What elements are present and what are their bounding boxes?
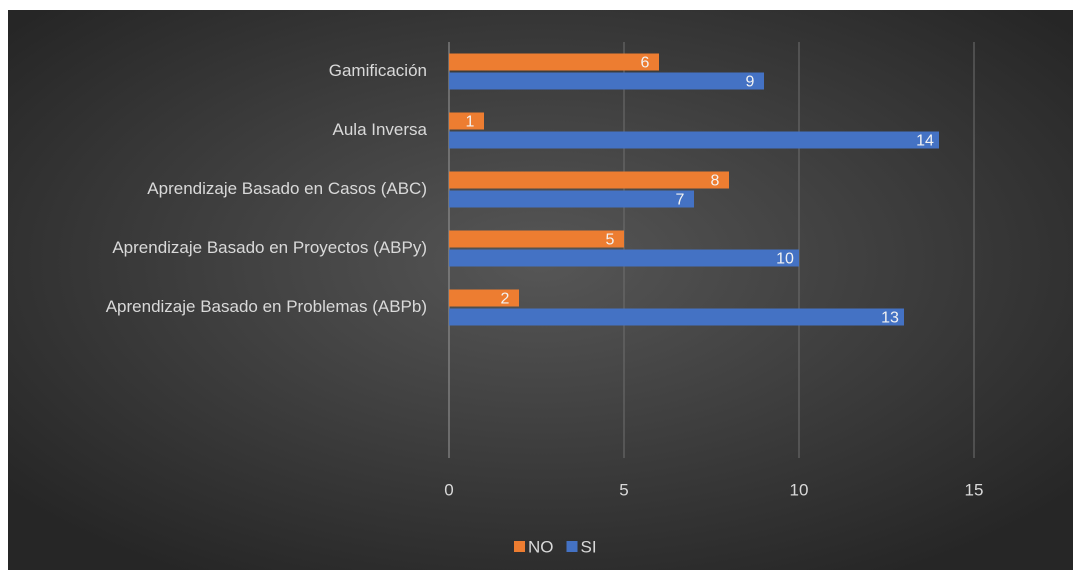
bar [449, 53, 659, 71]
bar [449, 112, 484, 130]
data-label: 13 [881, 310, 899, 327]
x-tick-label: 15 [965, 480, 984, 499]
data-label: 7 [676, 192, 685, 209]
y-tick-label: Gamificación [329, 61, 427, 80]
bar [449, 171, 729, 189]
x-tick-label: 0 [444, 480, 453, 499]
y-tick-label: Aula Inversa [333, 120, 428, 139]
bar [449, 289, 519, 307]
data-label: 6 [641, 55, 650, 72]
bar [449, 72, 764, 90]
data-label: 8 [711, 173, 720, 190]
chart-background [8, 10, 1073, 570]
bar [449, 230, 624, 248]
x-tick-label: 10 [790, 480, 809, 499]
y-tick-label: Aprendizaje Basado en Problemas (ABPb) [106, 297, 427, 316]
y-tick-label: Aprendizaje Basado en Proyectos (ABPy) [112, 238, 427, 257]
data-label: 14 [916, 133, 934, 150]
bar [449, 190, 694, 208]
data-label: 10 [776, 251, 794, 268]
data-label: 9 [746, 74, 755, 91]
legend-label: NO [528, 537, 554, 556]
legend-swatch [514, 541, 525, 552]
data-label: 2 [501, 291, 510, 308]
data-label: 5 [606, 232, 615, 249]
legend-label: SI [581, 537, 597, 556]
bar [449, 249, 799, 267]
bar [449, 308, 904, 326]
legend-swatch [566, 541, 578, 552]
x-tick-label: 5 [619, 480, 628, 499]
bar [449, 131, 939, 149]
y-tick-label: Aprendizaje Basado en Casos (ABC) [147, 179, 427, 198]
data-label: 1 [466, 114, 475, 131]
